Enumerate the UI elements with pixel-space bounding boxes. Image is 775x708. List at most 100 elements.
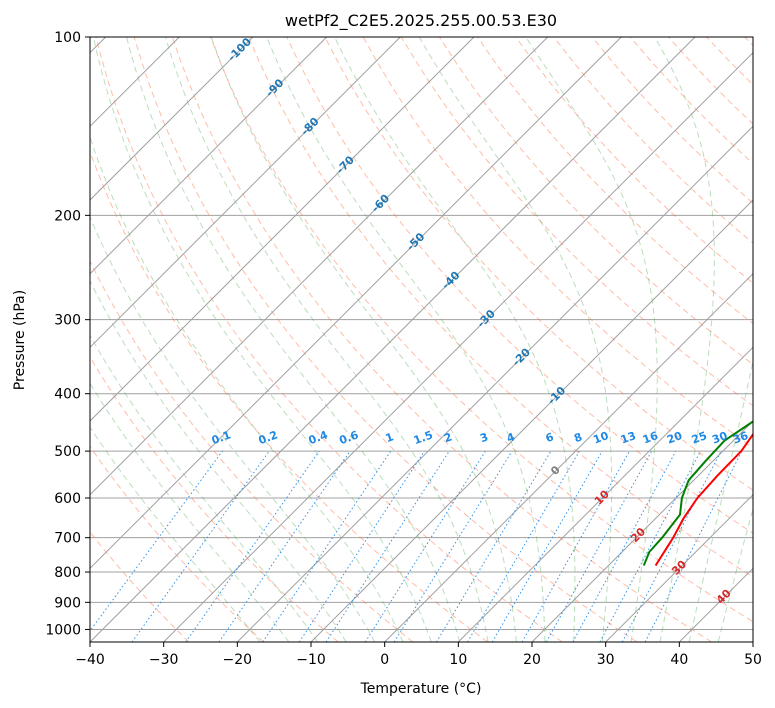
mixing-ratio-label: 0.2 <box>257 428 280 447</box>
isotherm <box>90 37 401 349</box>
y-tick-label: 700 <box>54 531 81 547</box>
dry-adiabat <box>95 37 563 642</box>
moist-adiabat <box>266 37 546 642</box>
chart-title: wetPf2_C2E5.2025.255.00.53.E30 <box>285 11 557 31</box>
mixing-ratio-line <box>218 450 351 642</box>
mixing-ratio-label: 6 <box>544 430 556 445</box>
mixing-ratio-line <box>491 450 603 642</box>
dry-adiabat <box>171 37 712 642</box>
mixing-ratio-label: 10 <box>591 429 610 447</box>
mixing-ratio-label: 1.5 <box>412 428 435 447</box>
mixing-ratio-line <box>467 450 580 642</box>
x-tick-label: 0 <box>380 652 389 668</box>
moist-adiabat <box>90 135 404 642</box>
moist-adiabat <box>717 506 753 642</box>
isotherm <box>90 37 622 570</box>
x-axis: −40 −30 −20 −10 0 10 20 30 40 50 <box>75 642 762 668</box>
isotherm <box>310 199 753 642</box>
x-tick-label: −20 <box>223 652 253 668</box>
moist-adiabats <box>90 37 753 642</box>
isotherm <box>90 37 475 422</box>
mixing-ratio-label: 20 <box>665 429 684 447</box>
moist-adiabat <box>525 37 658 642</box>
moist-adiabat <box>210 37 517 642</box>
y-tick-label: 400 <box>54 387 81 403</box>
mixing-ratio-line <box>545 450 653 642</box>
mixing-ratio-line <box>393 450 513 642</box>
x-tick-label: 10 <box>449 652 467 668</box>
mixing-ratio-label: 16 <box>641 429 660 447</box>
y-axis-label: Pressure (hPa) <box>12 290 28 390</box>
isotherm <box>90 37 328 275</box>
dry-adiabat <box>90 356 339 642</box>
moist-adiabat <box>654 37 715 642</box>
x-tick-label: −40 <box>75 652 105 668</box>
plot-area <box>90 37 753 642</box>
dry-adiabat <box>90 445 264 642</box>
x-tick-label: 50 <box>744 652 762 668</box>
isotherm <box>236 125 753 642</box>
dewpoint-line <box>642 420 753 566</box>
moist-adiabat <box>164 37 489 642</box>
isotherms <box>90 37 753 642</box>
plot-frame <box>89 36 754 643</box>
x-tick-label: −30 <box>149 652 179 668</box>
moist-adiabat <box>418 37 613 642</box>
mixing-ratio-line <box>185 450 320 642</box>
y-tick-label: 900 <box>54 595 81 611</box>
mixing-ratio-label: 0.1 <box>210 428 233 447</box>
isotherm <box>90 37 549 496</box>
isotherm <box>90 37 254 201</box>
y-tick-label: 600 <box>54 491 81 507</box>
moist-adiabat <box>90 334 319 642</box>
moist-adiabat <box>688 358 753 642</box>
x-tick-label: 30 <box>597 652 615 668</box>
mixing-ratio-label: 0.6 <box>338 428 361 447</box>
y-tick-label: 300 <box>54 313 81 329</box>
dry-adiabat <box>515 37 753 284</box>
mixing-ratio-lines <box>90 450 743 642</box>
x-axis-label: Temperature (°C) <box>360 681 482 697</box>
mixing-ratio-label: 25 <box>690 429 709 446</box>
isotherm <box>384 272 753 642</box>
mixing-ratio-label: 30 <box>710 429 729 447</box>
sounding-series <box>642 420 753 567</box>
pressure-gridlines <box>90 37 753 630</box>
mixing-ratio-label: 2 <box>442 430 454 445</box>
mixing-ratio-line <box>325 450 450 642</box>
dry-adiabat <box>133 37 638 642</box>
mixing-ratio-line <box>521 450 630 642</box>
mixing-ratio-label: 0.4 <box>307 428 330 447</box>
isotherm <box>531 420 753 642</box>
mixing-ratio-line <box>364 450 486 642</box>
moist-adiabat <box>126 37 461 642</box>
x-tick-label: −10 <box>296 652 326 668</box>
moist-adiabat <box>90 215 376 642</box>
y-tick-label: 200 <box>54 208 81 224</box>
isotherm <box>605 493 753 642</box>
x-tick-label: 40 <box>670 652 688 668</box>
mixing-ratio-label: 1 <box>384 430 396 445</box>
moist-adiabat <box>90 382 290 642</box>
moist-adiabat <box>90 426 261 642</box>
mixing-ratio-label: 8 <box>572 430 584 445</box>
mixing-ratio-label: 36 <box>731 429 750 447</box>
moist-adiabat <box>334 37 576 642</box>
mixing-ratio-label: 13 <box>619 429 638 446</box>
isotherm <box>163 51 753 642</box>
y-tick-label: 100 <box>54 30 81 46</box>
y-axis: 1000 900 800 700 600 500 400 300 200 100 <box>45 30 90 638</box>
isotherm <box>457 346 753 642</box>
mixing-ratio-line <box>572 450 677 642</box>
mixing-ratio-line <box>435 450 552 642</box>
y-tick-label: 800 <box>54 565 81 581</box>
dry-adiabat <box>210 37 753 623</box>
dry-adiabat <box>90 259 414 642</box>
mixing-ratio-label: 3 <box>478 430 490 445</box>
y-tick-label: 1000 <box>45 622 81 638</box>
moist-adiabat <box>92 37 432 642</box>
dry-adiabat <box>324 37 753 491</box>
isotherm <box>90 37 696 642</box>
